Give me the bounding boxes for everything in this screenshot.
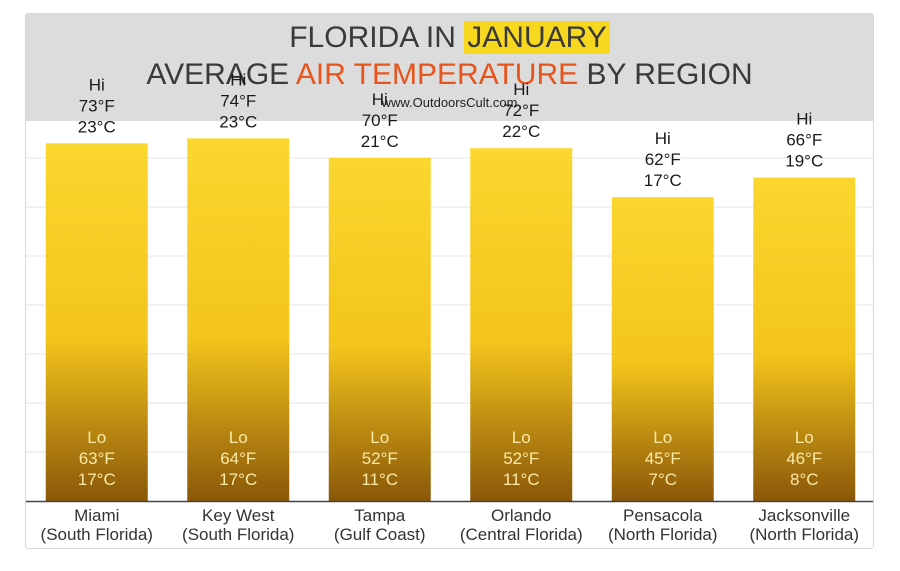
hi-value-f: 62°F bbox=[645, 150, 681, 169]
lo-label: Lo bbox=[795, 428, 814, 447]
subtitle-suffix: BY REGION bbox=[578, 58, 753, 91]
lo-value-c: 11°C bbox=[361, 470, 398, 489]
hi-value-f: 72°F bbox=[503, 101, 539, 120]
lo-label: Lo bbox=[370, 428, 389, 447]
hi-label: Hi bbox=[89, 75, 105, 94]
hi-value-c: 19°C bbox=[785, 152, 823, 171]
hi-label: Hi bbox=[230, 70, 246, 89]
bar bbox=[45, 143, 148, 502]
title-month-highlight: JANUARY bbox=[464, 21, 610, 54]
lo-value-f: 52°F bbox=[503, 449, 539, 468]
hi-label: Hi bbox=[796, 110, 812, 129]
title-line-1: FLORIDA IN JANUARY bbox=[26, 20, 873, 56]
lo-label: Lo bbox=[653, 428, 672, 447]
lo-value-c: 17°C bbox=[78, 470, 116, 489]
lo-value-f: 46°F bbox=[786, 449, 822, 468]
lo-value-f: 45°F bbox=[645, 449, 681, 468]
bar bbox=[611, 197, 714, 501]
x-tick-label: Jacksonville bbox=[758, 506, 850, 525]
x-tick-label: Key West bbox=[202, 506, 275, 525]
hi-value-c: 23°C bbox=[78, 117, 116, 136]
lo-value-c: 8°C bbox=[790, 470, 819, 489]
hi-value-f: 74°F bbox=[220, 91, 256, 110]
subtitle-accent: AIR TEMPERATURE bbox=[295, 58, 579, 91]
bar bbox=[470, 148, 573, 501]
x-tick-label: Orlando bbox=[491, 506, 551, 525]
bar bbox=[187, 138, 290, 501]
subtitle-prefix: AVERAGE bbox=[146, 58, 296, 91]
title-line-2: AVERAGE AIR TEMPERATURE BY REGION bbox=[26, 57, 873, 93]
hi-value-c: 22°C bbox=[502, 122, 540, 141]
lo-label: Lo bbox=[229, 428, 248, 447]
x-tick-label: Miami bbox=[74, 506, 119, 525]
bar bbox=[328, 158, 431, 501]
lo-value-c: 7°C bbox=[648, 470, 677, 489]
lo-value-f: 64°F bbox=[220, 449, 256, 468]
x-tick-sublabel: (North Florida) bbox=[608, 525, 718, 544]
hi-value-f: 73°F bbox=[79, 96, 115, 115]
lo-value-c: 11°C bbox=[503, 470, 540, 489]
x-tick-label: Pensacola bbox=[623, 506, 703, 525]
lo-label: Lo bbox=[87, 428, 106, 447]
hi-label: Hi bbox=[372, 90, 388, 109]
lo-value-c: 17°C bbox=[219, 470, 257, 489]
x-tick-sublabel: (Central Florida) bbox=[460, 525, 583, 544]
website-credit: www.OutdoorsCult.com bbox=[381, 95, 518, 110]
x-tick-sublabel: (South Florida) bbox=[182, 525, 294, 544]
bar bbox=[753, 177, 856, 501]
hi-value-c: 17°C bbox=[644, 171, 682, 190]
x-tick-label: Tampa bbox=[354, 506, 406, 525]
hi-value-f: 70°F bbox=[362, 111, 398, 130]
x-tick-sublabel: (Gulf Coast) bbox=[334, 525, 426, 544]
chart-card: FLORIDA IN JANUARY AVERAGE AIR TEMPERATU… bbox=[25, 13, 874, 549]
lo-value-f: 52°F bbox=[362, 449, 398, 468]
lo-value-f: 63°F bbox=[79, 449, 115, 468]
hi-value-c: 21°C bbox=[361, 132, 399, 151]
hi-label: Hi bbox=[655, 129, 671, 148]
title-prefix: FLORIDA IN bbox=[289, 21, 465, 54]
x-tick-sublabel: (North Florida) bbox=[749, 525, 859, 544]
hi-value-c: 23°C bbox=[219, 112, 257, 131]
hi-label: Hi bbox=[513, 80, 529, 99]
x-tick-sublabel: (South Florida) bbox=[41, 525, 153, 544]
hi-value-f: 66°F bbox=[786, 131, 822, 150]
chart-header: FLORIDA IN JANUARY AVERAGE AIR TEMPERATU… bbox=[26, 14, 873, 121]
lo-label: Lo bbox=[512, 428, 531, 447]
